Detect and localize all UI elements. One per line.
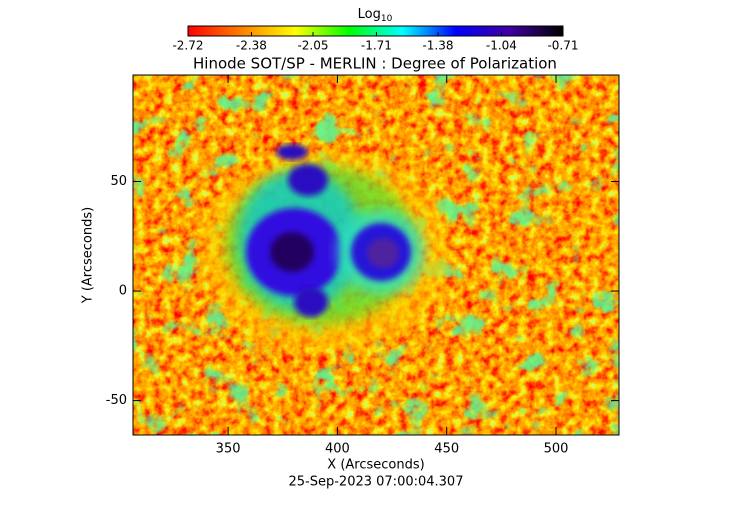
colorbar-tick-label: -2.05 [297, 39, 328, 53]
x-axis-label: X (Arcseconds) [327, 458, 424, 473]
colorbar-tick-label: -1.71 [361, 39, 392, 53]
x-tick-label: 400 [325, 442, 350, 457]
y-axis-label: Y (Arcseconds) [81, 207, 96, 304]
colorbar-tick-label: -1.38 [422, 39, 453, 53]
x-tick-label: 500 [544, 442, 569, 457]
x-tick-label: 450 [434, 442, 459, 457]
date-label: 25-Sep-2023 07:00:04.307 [289, 475, 464, 490]
colorbar-label: Log10 [358, 7, 393, 24]
x-tick-label: 350 [216, 442, 241, 457]
y-tick-label: 0 [119, 284, 127, 299]
colorbar [187, 25, 564, 37]
y-tick-label: 50 [110, 174, 127, 189]
colorbar-tick-label: -1.04 [486, 39, 517, 53]
colorbar-tick-label: -2.38 [236, 39, 267, 53]
image [133, 75, 619, 435]
chart-title: Hinode SOT/SP - MERLIN : Degree of Polar… [193, 55, 557, 73]
colorbar-tick-label: -2.72 [172, 39, 203, 53]
plot-frame [132, 74, 620, 436]
colorbar-tick-label: -0.71 [547, 39, 578, 53]
y-tick-label: -50 [106, 393, 127, 408]
